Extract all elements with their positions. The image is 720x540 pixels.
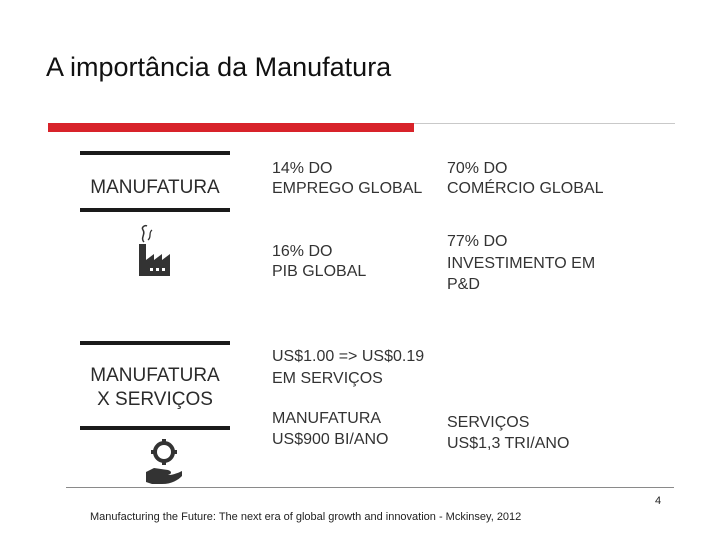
servicos-value-line1: SERVIÇOS: [447, 414, 530, 431]
comercio-stat-line1: 70% DO: [447, 160, 508, 177]
pib-stat-line1: 16% DO: [272, 243, 333, 260]
servicos-multiplier-line1: US$1.00 => US$0.19: [272, 348, 425, 365]
emprego-stat-line1: 14% DO: [272, 160, 333, 177]
manufatura-servicos-label-line1: MANUFATURA: [90, 365, 220, 386]
label-top-bar: [80, 151, 230, 155]
comercio-stat-line2: COMÉRCIO GLOBAL: [447, 180, 604, 197]
label-top-bar: [80, 341, 230, 345]
manufatura-servicos-label-line2: X SERVIÇOS: [97, 389, 213, 410]
manufatura-label: MANUFATURA: [90, 177, 220, 198]
servicos-multiplier-line2: EM SERVIÇOS: [272, 370, 383, 387]
investimento-stat-line1: 77% DO: [447, 233, 508, 250]
emprego-stat-line2: EMPREGO GLOBAL: [272, 180, 423, 197]
label-bottom-bar: [80, 426, 230, 430]
footer-divider: [66, 487, 674, 488]
gear-hand-icon: [144, 438, 184, 488]
source-citation: Manufacturing the Future: The next era o…: [90, 511, 522, 523]
label-bottom-bar: [80, 208, 230, 212]
page-number: 4: [655, 495, 662, 507]
investimento-stat-line3: P&D: [447, 276, 480, 293]
slide-title: A importância da Manufatura: [46, 52, 392, 82]
servicos-value-line2: US$1,3 TRI/ANO: [447, 435, 570, 452]
manufatura-value-line2: US$900 BI/ANO: [272, 431, 389, 448]
title-accent-bar: [48, 123, 414, 132]
factory-icon: [136, 224, 176, 280]
manufatura-value-line1: MANUFATURA: [272, 410, 382, 427]
investimento-stat-line2: INVESTIMENTO EM: [447, 255, 596, 272]
pib-stat-line2: PIB GLOBAL: [272, 263, 367, 280]
